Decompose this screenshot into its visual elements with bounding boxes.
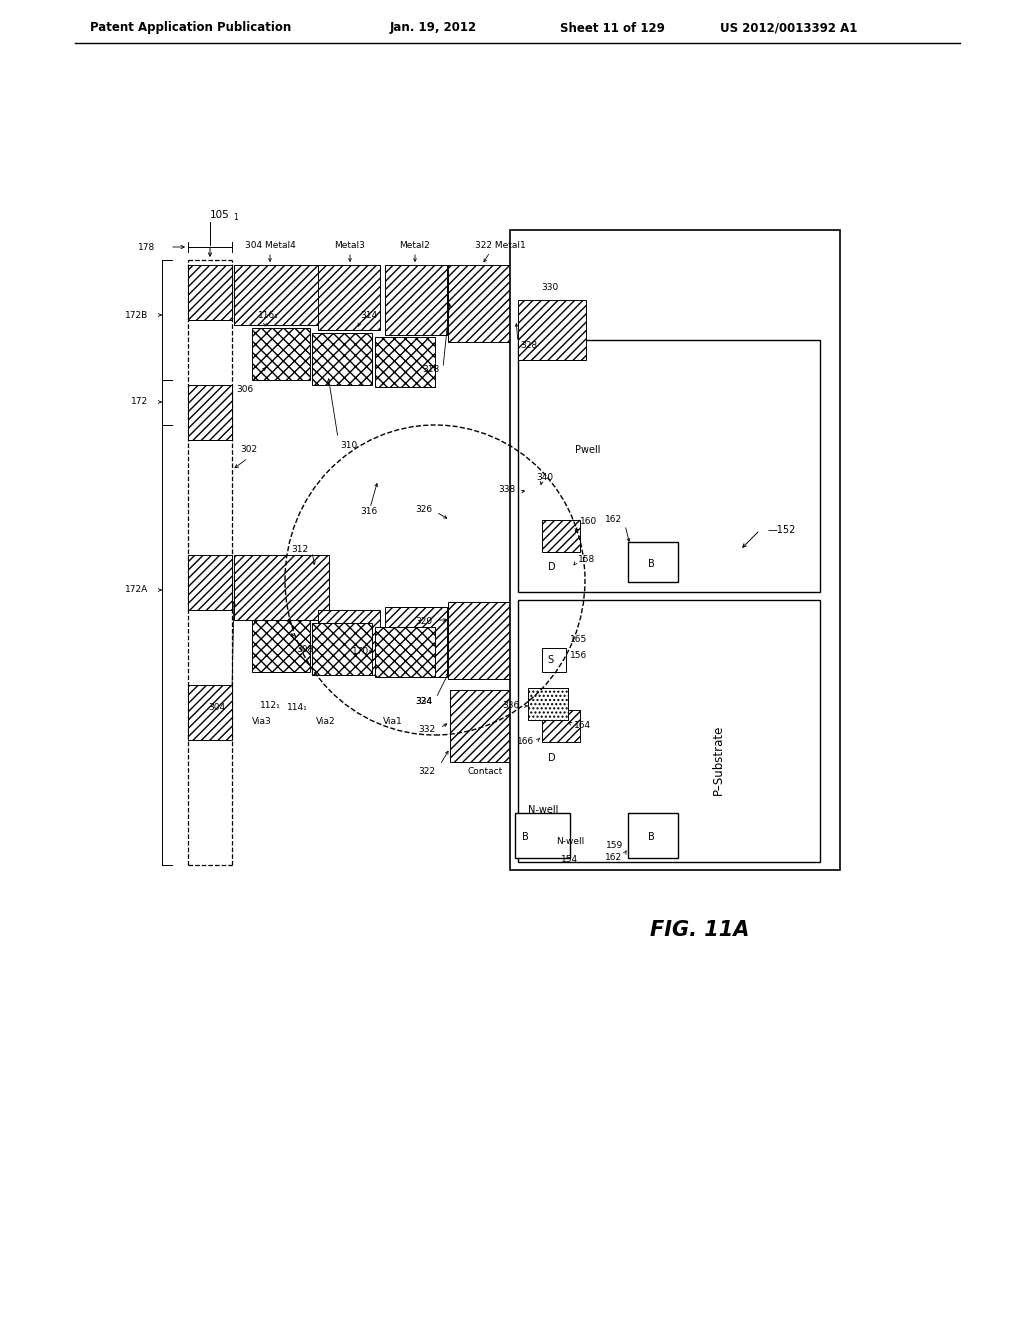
Text: FIG. 11A: FIG. 11A	[650, 920, 750, 940]
Text: 162: 162	[605, 854, 622, 862]
Text: 158: 158	[578, 556, 595, 565]
Text: 178: 178	[138, 243, 155, 252]
Bar	[318, 610, 380, 675]
Bar	[188, 385, 232, 440]
Text: S: S	[547, 655, 553, 665]
Text: 326: 326	[415, 506, 432, 515]
Text: 320: 320	[415, 618, 432, 627]
Text: 332: 332	[418, 726, 435, 734]
Bar	[515, 813, 570, 858]
Text: 314: 314	[360, 310, 377, 319]
Bar	[188, 554, 232, 610]
Text: 165: 165	[570, 635, 587, 644]
Text: 105: 105	[210, 210, 229, 220]
Text: 310: 310	[340, 441, 357, 450]
Text: 322: 322	[418, 767, 435, 776]
Text: P–Substrate: P–Substrate	[712, 725, 725, 795]
Bar	[385, 607, 447, 677]
Text: —152: —152	[768, 525, 797, 535]
Text: 304 Metal4: 304 Metal4	[245, 240, 295, 249]
Text: N-well: N-well	[556, 837, 584, 846]
Text: 308: 308	[296, 645, 313, 655]
Text: 114₁: 114₁	[288, 704, 308, 713]
Bar	[542, 710, 580, 742]
Bar	[542, 648, 566, 672]
Text: Jan. 19, 2012: Jan. 19, 2012	[390, 21, 477, 34]
Text: 306: 306	[236, 385, 253, 395]
Text: B: B	[647, 558, 654, 569]
Text: 116₁: 116₁	[258, 310, 279, 319]
Text: 162: 162	[605, 516, 622, 524]
Text: 1: 1	[233, 214, 238, 223]
Text: 334: 334	[415, 697, 432, 706]
Text: Metal2: Metal2	[399, 240, 430, 249]
Text: Patent Application Publication: Patent Application Publication	[90, 21, 291, 34]
Text: D: D	[548, 752, 556, 763]
Text: Via3: Via3	[252, 718, 272, 726]
Text: Metal3: Metal3	[335, 240, 366, 249]
Bar	[318, 265, 380, 330]
Text: 340: 340	[536, 474, 553, 483]
Bar	[385, 265, 447, 335]
Bar	[628, 543, 678, 582]
Text: 172A: 172A	[125, 586, 148, 594]
Text: 316: 316	[360, 507, 377, 516]
Text: 330: 330	[542, 282, 559, 292]
Bar	[542, 520, 580, 552]
Text: B: B	[647, 832, 654, 842]
Text: 164: 164	[574, 722, 591, 730]
Bar	[449, 265, 516, 342]
Bar	[188, 265, 232, 319]
Bar	[518, 341, 820, 591]
Text: Via1: Via1	[383, 718, 402, 726]
Text: Pwell: Pwell	[575, 445, 600, 455]
Text: 156: 156	[570, 651, 587, 660]
Bar	[312, 623, 372, 675]
Bar	[312, 333, 372, 385]
Bar	[518, 300, 586, 360]
Text: 170: 170	[352, 648, 370, 656]
Bar	[375, 627, 435, 677]
Text: Sheet 11 of 129: Sheet 11 of 129	[560, 21, 665, 34]
Text: US 2012/0013392 A1: US 2012/0013392 A1	[720, 21, 857, 34]
Bar	[375, 337, 435, 387]
Bar	[449, 602, 516, 678]
Text: 328: 328	[520, 341, 538, 350]
Text: B: B	[521, 832, 528, 842]
Text: 172: 172	[131, 397, 148, 407]
Text: 160: 160	[580, 517, 597, 527]
Text: 302: 302	[240, 446, 257, 454]
Text: 336: 336	[503, 701, 520, 710]
Bar	[234, 265, 329, 325]
Text: 154: 154	[561, 855, 579, 865]
Bar	[628, 813, 678, 858]
Bar	[252, 620, 310, 672]
Text: 322 Metal1: 322 Metal1	[475, 240, 525, 249]
Text: 338: 338	[499, 486, 516, 495]
Text: N-well: N-well	[528, 805, 558, 814]
Bar	[450, 690, 512, 762]
Text: 112₁: 112₁	[260, 701, 281, 710]
Text: 166: 166	[517, 738, 534, 747]
Text: 304: 304	[208, 704, 225, 713]
Text: Contact: Contact	[467, 767, 503, 776]
Text: D: D	[548, 562, 556, 572]
Text: 312: 312	[291, 545, 308, 554]
Text: 318: 318	[423, 366, 440, 375]
Text: 159: 159	[606, 842, 624, 850]
Text: Via2: Via2	[316, 718, 336, 726]
Bar	[188, 685, 232, 741]
Text: 172B: 172B	[125, 310, 148, 319]
Bar	[518, 601, 820, 862]
Bar	[528, 688, 568, 719]
Bar	[510, 230, 840, 870]
Bar	[252, 327, 310, 380]
Text: 324: 324	[415, 697, 432, 706]
Bar	[234, 554, 329, 620]
